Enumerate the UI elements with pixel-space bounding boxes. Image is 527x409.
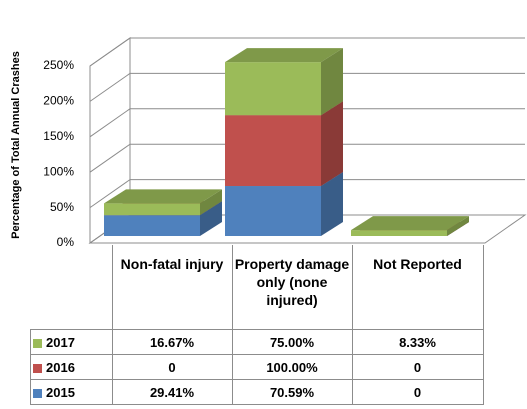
y-tick-label: 150% bbox=[43, 129, 74, 143]
bar-top bbox=[225, 48, 343, 63]
bar-top bbox=[351, 216, 469, 231]
bar bbox=[225, 186, 321, 236]
y-tick-label: 200% bbox=[43, 94, 74, 108]
table-value: 29.41% bbox=[111, 379, 233, 405]
corner bbox=[30, 245, 113, 330]
bar-side bbox=[447, 216, 469, 236]
legend-label: 2017 bbox=[46, 334, 75, 350]
bar-side bbox=[321, 48, 343, 116]
bar bbox=[104, 203, 200, 216]
table-row: 2017 16.67% 75.00% 8.33% bbox=[30, 329, 484, 355]
category-label: Not Reported bbox=[351, 245, 484, 330]
legend-cell: 2017 bbox=[30, 329, 113, 355]
legend-swatch bbox=[33, 338, 42, 348]
bar-side bbox=[200, 201, 222, 236]
grid-line bbox=[89, 37, 525, 67]
table-value: 16.67% bbox=[111, 329, 233, 355]
legend-cell: 2016 bbox=[30, 354, 113, 380]
y-tick-label: 250% bbox=[43, 58, 74, 72]
grid-line bbox=[89, 143, 525, 173]
table-value: 8.33% bbox=[351, 329, 484, 355]
legend-swatch bbox=[33, 363, 42, 373]
grid-line bbox=[89, 72, 525, 102]
legend-label: 2015 bbox=[46, 384, 75, 400]
bar-side bbox=[200, 189, 222, 216]
y-tick-label: 100% bbox=[43, 164, 74, 178]
table-value: 0 bbox=[351, 354, 484, 380]
table-value: 0 bbox=[111, 354, 233, 380]
header-row: Non-fatal injury Property damage only (no… bbox=[30, 245, 484, 330]
data-table: Non-fatal injury Property damage only (no… bbox=[30, 245, 484, 405]
table-row: 2016 0 100.00% 0 bbox=[30, 354, 484, 380]
category-label: Non-fatal injury bbox=[111, 245, 233, 330]
legend-cell: 2015 bbox=[30, 379, 113, 405]
bar-top bbox=[104, 189, 222, 204]
table-value: 75.00% bbox=[231, 329, 353, 355]
bar bbox=[225, 115, 321, 187]
bar bbox=[104, 215, 200, 236]
table-value: 100.00% bbox=[231, 354, 353, 380]
bar-side bbox=[321, 172, 343, 236]
y-tick-label: 50% bbox=[50, 200, 74, 214]
grid-line bbox=[89, 179, 525, 209]
table-value: 70.59% bbox=[231, 379, 353, 405]
bar bbox=[225, 62, 321, 116]
y-axis-title: Percentage of Total Annual Crashes bbox=[10, 51, 22, 239]
legend-swatch bbox=[33, 388, 42, 398]
table-value: 0 bbox=[351, 379, 484, 405]
category-label: Property damage only (none injured) bbox=[231, 245, 353, 330]
table-row: 2015 29.41% 70.59% 0 bbox=[30, 379, 484, 405]
bar bbox=[351, 230, 447, 236]
grid-line bbox=[89, 108, 525, 138]
bar-side bbox=[321, 101, 343, 187]
legend-label: 2016 bbox=[46, 359, 75, 375]
